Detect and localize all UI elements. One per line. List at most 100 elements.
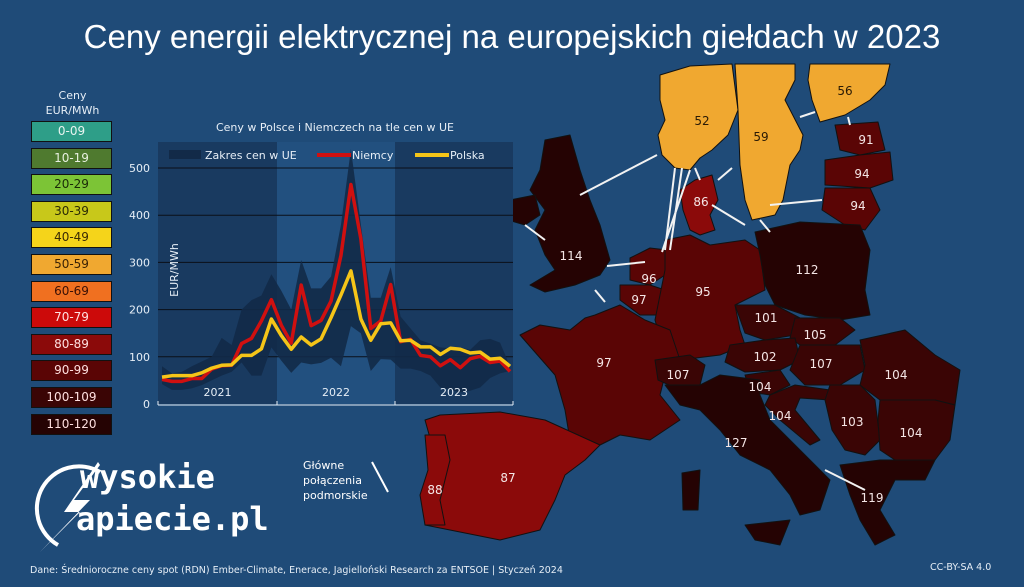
country-finland: [807, 63, 891, 123]
country-value-sweden: 59: [753, 130, 768, 144]
country-germany: [654, 234, 766, 361]
country-value-croatia: 104: [769, 409, 792, 423]
submarine-cable: [717, 167, 733, 181]
country-value-romania: 104: [885, 368, 908, 382]
country-value-portugal: 88: [427, 483, 442, 497]
y-tick-label: 500: [129, 162, 150, 175]
country-croatia: [764, 384, 831, 446]
legend-label-polska: Polska: [450, 149, 485, 162]
submarine-cable: [694, 167, 701, 181]
legend-item-40-49: 40-49: [31, 227, 112, 249]
logo-text-line2: apiecie.pl: [76, 500, 269, 538]
country-value-denmark: 86: [693, 195, 708, 209]
license: CC-BY-SA 4.0: [930, 562, 992, 573]
y-tick-label: 100: [129, 351, 150, 364]
country-value-greece: 119: [861, 491, 884, 505]
legend-item-50-59: 50-59: [31, 254, 112, 275]
legend-label-niemcy: Niemcy: [352, 149, 394, 162]
country-value-uk: 114: [560, 249, 583, 263]
country-estonia: [834, 121, 886, 156]
country-value-germany: 95: [695, 285, 710, 299]
submarine-cable: [711, 204, 746, 226]
submarine-cable: [594, 289, 606, 303]
y-axis-label: EUR/MWh: [168, 243, 181, 297]
country-serbia: [824, 384, 881, 456]
country-france: [519, 304, 681, 446]
y-tick-label: 200: [129, 304, 150, 317]
legend-item-10-19: 10-19: [31, 147, 112, 169]
y-tick-label: 400: [129, 209, 150, 222]
legend-swatch-range: [169, 150, 201, 159]
y-tick-label: 0: [143, 398, 150, 411]
legend-heading: Ceny EUR/MWh: [30, 88, 115, 118]
country-greece: [839, 459, 936, 546]
country-value-switzerland: 107: [667, 368, 690, 382]
submarine-cable: [579, 154, 658, 196]
country-austria: [724, 337, 801, 373]
legend-item-30-39: 30-39: [31, 200, 112, 222]
legend-item-60-69: 60-69: [31, 280, 112, 302]
legend-item-100-109: 100-109: [31, 387, 112, 408]
country-value-finland: 56: [837, 84, 852, 98]
submarine-cable: [661, 169, 691, 253]
country-sweden: [734, 63, 804, 221]
chart-title: Ceny w Polsce i Niemczech na tle cen w U…: [216, 121, 454, 134]
legend-item-70-79: 70-79: [31, 307, 112, 329]
country-value-serbia: 103: [841, 415, 864, 429]
country-italy: [664, 374, 831, 516]
country-latvia: [824, 151, 894, 189]
country-value-bulgaria: 104: [900, 426, 923, 440]
country-value-hungary: 107: [810, 357, 833, 371]
submarine-cables: [524, 111, 866, 491]
country-uk: [529, 134, 611, 293]
country-hungary: [789, 344, 866, 386]
legend-item-0-09: 0-09: [31, 121, 112, 142]
y-tick-label: 300: [129, 256, 150, 269]
country-value-spain: 87: [500, 471, 515, 485]
submarine-cable: [759, 219, 771, 233]
country-poland: [754, 221, 871, 321]
country-norway: [657, 63, 739, 171]
country-value-norway: 52: [694, 114, 709, 128]
cable-legend-label: Główne połączenia podmorskie: [303, 459, 368, 502]
page-title: Ceny energii elektrycznej na europejskic…: [83, 18, 941, 55]
legend-item-80-89: 80-89: [31, 333, 112, 355]
country-italy: [681, 469, 701, 511]
country-value-slovakia: 105: [804, 328, 827, 342]
country-value-latvia: 94: [854, 167, 869, 181]
logo-text-line1: wysokie: [80, 458, 215, 496]
country-value-austria: 102: [754, 350, 777, 364]
footer-source: Dane: Średnioroczne ceny spot (RDN) Embe…: [30, 565, 563, 576]
country-value-lithuania: 94: [850, 199, 865, 213]
country-value-slovenia: 104: [749, 380, 772, 394]
legend-item-20-29: 20-29: [31, 174, 112, 196]
legend-heading-line1: Ceny: [58, 89, 87, 102]
cable-legend-line: [371, 461, 389, 493]
series-line-polska: [161, 269, 512, 379]
year-label-2021: 2021: [204, 386, 232, 399]
country-portugal: [419, 434, 451, 526]
submarine-cable: [769, 199, 823, 206]
country-value-italy: 127: [725, 436, 748, 450]
legend-item-110-120: 110-120: [31, 413, 112, 435]
submarine-cable: [606, 261, 646, 267]
submarine-cable: [824, 469, 866, 491]
country-italy: [744, 519, 791, 546]
country-denmark: [679, 174, 719, 236]
submarine-cable: [524, 224, 546, 241]
country-value-netherlands: 96: [641, 272, 656, 286]
country-value-estonia: 91: [858, 133, 873, 147]
legend-label-range: Zakres cen w UE: [205, 149, 297, 162]
submarine-cable: [799, 111, 816, 118]
country-lithuania: [821, 187, 881, 231]
country-value-france: 97: [596, 356, 611, 370]
year-label-2023: 2023: [440, 386, 468, 399]
country-value-belgium: 97: [631, 293, 646, 307]
country-value-czechia: 101: [755, 311, 778, 325]
legend-item-90-99: 90-99: [31, 360, 112, 382]
legend-heading-line2: EUR/MWh: [45, 104, 100, 117]
submarine-cable: [847, 116, 851, 126]
year-label-2022: 2022: [322, 386, 350, 399]
